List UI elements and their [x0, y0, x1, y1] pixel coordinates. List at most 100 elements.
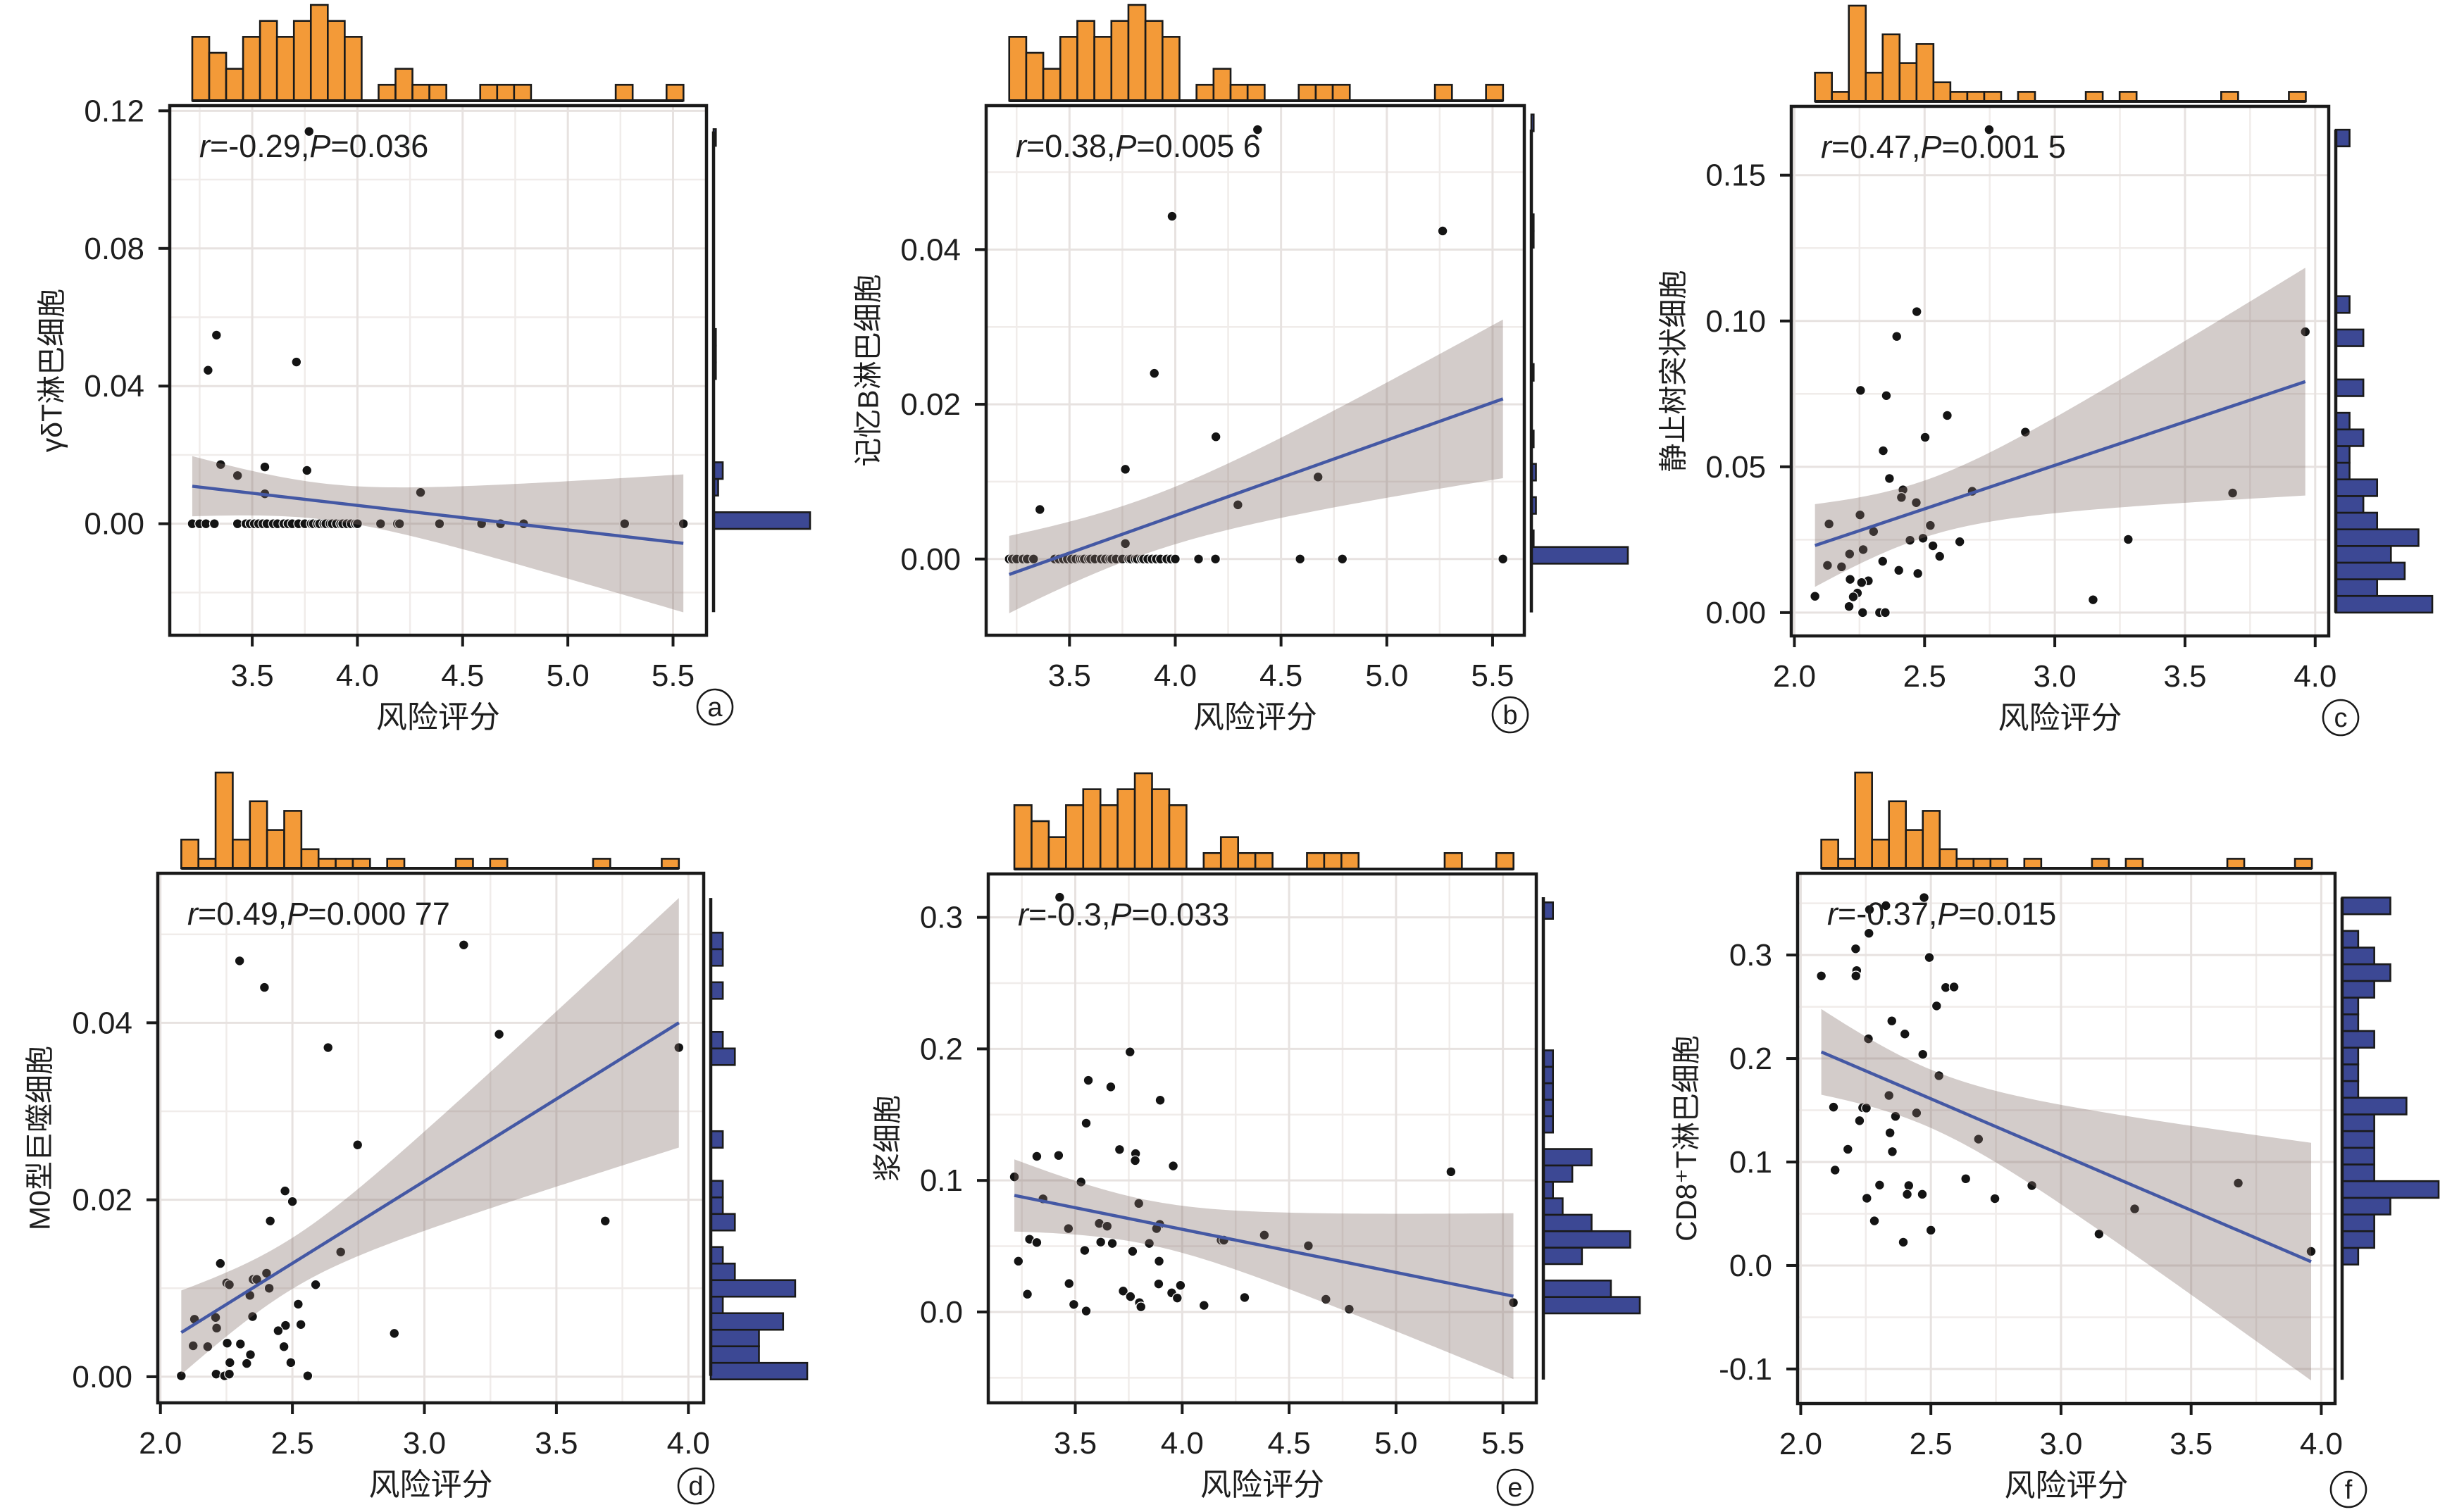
histogram-bar [709, 1262, 736, 1282]
data-point [1320, 1294, 1331, 1305]
data-point [2305, 1246, 2317, 1257]
data-point [245, 1349, 256, 1360]
y-tick-labels: -0.1 0.0 0.1 0.2 0.3 [1719, 938, 1772, 1387]
y-tick-label: 0.04 [900, 232, 961, 267]
data-point [1028, 554, 1039, 565]
data-point [1855, 509, 1865, 520]
histogram-bar [2334, 128, 2351, 148]
x-tick-label: 5.0 [1374, 1426, 1417, 1461]
data-point [1857, 607, 1868, 618]
data-point [1911, 1107, 1922, 1118]
x-tick-label: 3.5 [1054, 1426, 1097, 1461]
panel-f: 2.0 2.5 3.0 3.5 4.0 -0.1 0.0 0.1 0.2 0.3 风险评分 CD8⁺T… [1670, 771, 2440, 1508]
histogram-bar [709, 1295, 724, 1315]
top-marginal-histogram [191, 4, 685, 102]
histogram-bar [1814, 71, 1833, 103]
right-marginal-histogram [2340, 896, 2440, 1380]
data-point [1149, 368, 1160, 379]
data-point [1856, 577, 1867, 588]
right-marginal-histogram [1541, 897, 1641, 1380]
data-point [215, 1258, 226, 1269]
data-point [458, 939, 469, 951]
data-point [1886, 1016, 1898, 1027]
histogram-bar [2334, 445, 2351, 464]
panel-label-letter: e [1507, 1473, 1522, 1503]
histogram-bar [709, 1196, 724, 1216]
data-point [247, 1311, 258, 1322]
histogram-bar [2226, 858, 2246, 870]
data-point [1064, 1278, 1075, 1289]
histogram-bar [2334, 544, 2392, 564]
top-marginal-histogram [180, 771, 680, 870]
histogram-bar [2341, 1013, 2360, 1032]
scatter-points [1816, 892, 2317, 1257]
plot-frame [156, 871, 706, 1405]
p-symbol: P [287, 896, 308, 932]
y-tick-label: 0.2 [1729, 1042, 1772, 1076]
histogram-bar [1542, 1213, 1593, 1232]
x-tick-label: 3.0 [403, 1426, 446, 1461]
histogram-bar [1871, 838, 1890, 870]
data-point [1954, 536, 1965, 547]
panel-label-circle [2322, 699, 2360, 737]
histogram-bar [1331, 84, 1351, 102]
scatter-points [1004, 124, 1509, 565]
data-point [1303, 1240, 1314, 1251]
y-tick-label: -0.1 [1719, 1352, 1772, 1387]
x-tick-label: 4.0 [2294, 659, 2336, 694]
histogram-bar [1013, 804, 1033, 870]
data-point [209, 518, 220, 530]
top-marginal-histogram [1820, 771, 2313, 870]
y-tick-label: 0.04 [84, 369, 144, 404]
histogram-bar [2341, 1180, 2440, 1199]
data-point [224, 1357, 235, 1368]
data-point [1845, 574, 1855, 585]
y-tick-label: 0.3 [1729, 938, 1772, 973]
r-symbol: r [187, 896, 199, 932]
histogram-bar [2341, 1030, 2375, 1049]
r-symbol: r [199, 128, 211, 164]
p-symbol: P [1115, 128, 1136, 164]
data-point [1822, 560, 1833, 571]
histogram-bar [614, 84, 634, 102]
histogram-bar [2334, 511, 2379, 530]
panel-label: f [2329, 1470, 2367, 1508]
data-point [2088, 594, 2098, 606]
y-tick-label: 0.0 [920, 1295, 963, 1330]
histogram-bar [709, 1180, 724, 1199]
data-point [1905, 535, 1915, 546]
y-tick-labels: 0.00 0.05 0.10 0.15 [1705, 158, 1766, 630]
histogram-bar [180, 838, 200, 870]
histogram-bar [496, 84, 516, 102]
top-marginal-histogram [1814, 4, 2307, 103]
data-point [1031, 1237, 1043, 1248]
histogram-bar [1966, 91, 1986, 103]
p-value: 0.036 [349, 128, 429, 164]
data-point [389, 1327, 400, 1339]
data-point [1984, 124, 1995, 135]
p-value: 0.000 77 [327, 896, 450, 932]
equals-sign: = [1131, 896, 1150, 932]
x-tick-label: 5.0 [547, 658, 590, 693]
panel-label-letter: d [688, 1472, 703, 1501]
data-point [1863, 927, 1874, 939]
histogram-bar [1144, 20, 1164, 102]
x-tick-label: 4.5 [1268, 1426, 1311, 1461]
data-point [1891, 331, 1903, 342]
separator: , [1912, 129, 1921, 165]
histogram-bar [2118, 91, 2138, 103]
histogram-bar [2334, 328, 2365, 347]
data-point [1960, 1173, 1972, 1185]
histogram-bar [2341, 1096, 2408, 1116]
histogram-bar [249, 800, 268, 870]
p-symbol: P [309, 128, 330, 164]
histogram-bar [709, 1279, 797, 1298]
plot-frame [1796, 871, 2337, 1406]
panel-label-letter: b [1502, 701, 1517, 730]
x-tick-label: 4.0 [1154, 658, 1197, 693]
separator: , [278, 896, 287, 932]
data-point [1102, 1220, 1113, 1232]
data-point [1337, 554, 1348, 565]
plot-frame [986, 872, 1538, 1405]
